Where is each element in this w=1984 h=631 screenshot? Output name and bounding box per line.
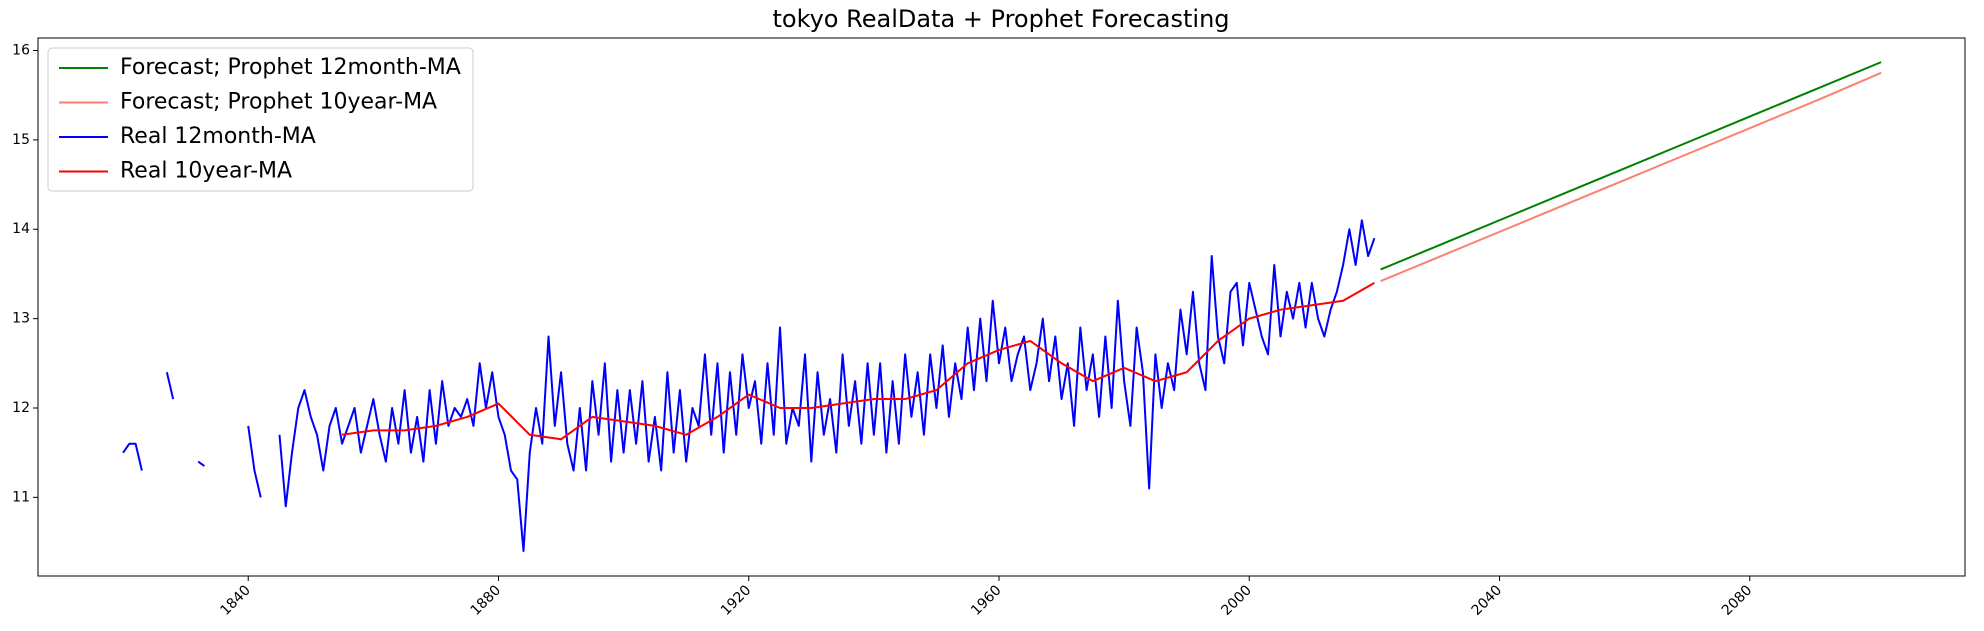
y-tick-label: 13 xyxy=(12,311,30,327)
series-line xyxy=(1380,61,1882,271)
y-tick-label: 15 xyxy=(12,132,30,148)
legend-label: Forecast; Prophet 12month-MA xyxy=(120,55,461,80)
x-tick-label: 1920 xyxy=(718,582,755,619)
y-tick-label: 11 xyxy=(12,489,30,505)
x-tick-label: 2000 xyxy=(1218,582,1255,619)
legend-label: Real 12month-MA xyxy=(120,124,316,149)
x-tick-label: 1840 xyxy=(217,582,254,619)
series-line xyxy=(1380,71,1882,283)
y-tick-label: 12 xyxy=(12,400,30,416)
y-tick-label: 16 xyxy=(12,43,30,59)
x-tick-label: 1880 xyxy=(468,582,505,619)
legend-label: Forecast; Prophet 10year-MA xyxy=(120,90,437,115)
series-line xyxy=(122,219,1376,552)
plot-frame xyxy=(37,37,1966,577)
x-tick-label: 1960 xyxy=(968,582,1005,619)
series-line xyxy=(341,282,1375,441)
chart-title: tokyo RealData + Prophet Forecasting xyxy=(772,5,1229,33)
x-tick-label: 2080 xyxy=(1719,582,1756,619)
legend-box xyxy=(47,47,474,192)
legend-label: Real 10year-MA xyxy=(120,159,292,184)
legend: Forecast; Prophet 12month-MA Forecast; Pr… xyxy=(47,47,474,192)
x-tick-label: 2040 xyxy=(1469,582,1506,619)
y-tick-label: 14 xyxy=(12,221,30,237)
